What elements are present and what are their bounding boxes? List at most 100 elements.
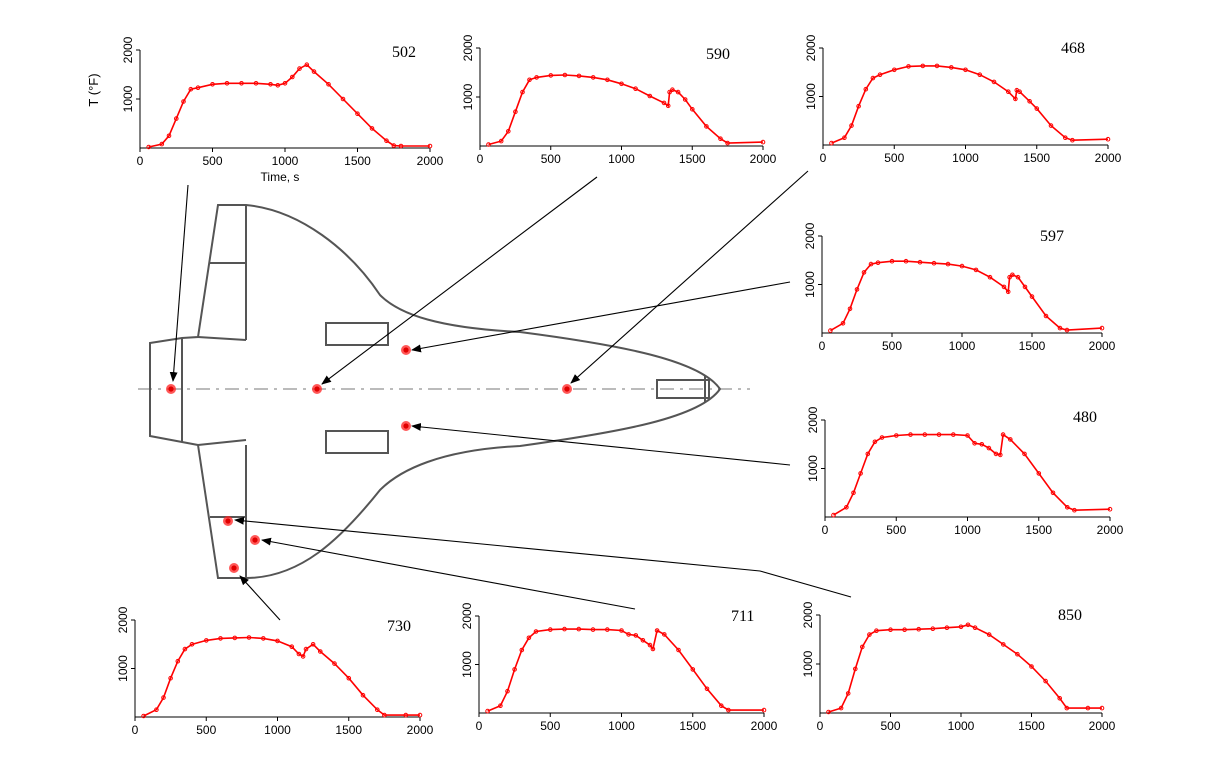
data-point [690, 667, 696, 672]
wing-panel-upper [181, 205, 247, 442]
data-point [851, 490, 856, 496]
data-point [384, 138, 389, 143]
data-point [640, 638, 646, 643]
y-tick-label: 2000 [121, 36, 135, 63]
pointer-850 [234, 516, 852, 598]
data-point [239, 81, 244, 86]
data-point [562, 72, 568, 78]
x-tick-label: 1500 [679, 719, 706, 733]
data-point [195, 85, 201, 90]
x-tick-label: 2000 [1095, 151, 1122, 165]
y-tick-label: 1000 [121, 85, 135, 112]
data-point [340, 96, 346, 102]
data-point [863, 86, 869, 92]
y-tick-label: 2000 [801, 601, 815, 628]
data-point [998, 452, 1003, 458]
data-point [690, 107, 695, 112]
data-point [174, 116, 179, 121]
data-point [1043, 313, 1049, 319]
data-point [296, 651, 302, 657]
data-point [972, 441, 977, 446]
orbiter-planform-diagram [138, 204, 750, 579]
data-point [275, 83, 281, 88]
x-tick-label: 1500 [1023, 151, 1050, 165]
data-point [872, 439, 878, 445]
data-point [1064, 705, 1070, 711]
data-point [161, 695, 166, 700]
data-point [920, 63, 926, 69]
data-point [944, 625, 950, 631]
data-point [605, 77, 610, 83]
data-point [1001, 642, 1006, 647]
x-tick-label: 1000 [954, 523, 981, 537]
data-point [860, 644, 865, 650]
data-point [181, 99, 186, 104]
data-point [849, 123, 854, 128]
data-point [382, 712, 387, 718]
sensor-dot-core-711 [252, 537, 258, 543]
data-point [290, 74, 295, 80]
data-point [665, 103, 671, 109]
data-point [959, 263, 965, 269]
pointer-468 [570, 170, 809, 384]
y-tick-label: 1000 [801, 650, 815, 677]
data-point [829, 140, 834, 146]
data-point [986, 445, 992, 451]
data-point [831, 512, 836, 518]
data-point [562, 626, 567, 632]
data-point [704, 686, 710, 692]
pointer-arrows [169, 170, 852, 621]
nose-box [656, 379, 710, 399]
data-point [949, 65, 954, 70]
y-tick-label: 2000 [461, 34, 475, 61]
x-tick-label: 500 [880, 719, 900, 733]
data-point [676, 647, 681, 653]
data-point [719, 703, 724, 709]
data-point [877, 72, 883, 77]
data-point [1085, 705, 1091, 711]
data-point [303, 646, 309, 652]
pointer-480 [411, 422, 791, 466]
chart-label: 480 [1073, 409, 1097, 426]
y-tick-label: 2000 [460, 602, 474, 629]
data-point [1050, 490, 1056, 496]
data-point [218, 636, 223, 641]
pointer-711 [261, 537, 636, 610]
data-point [682, 97, 688, 102]
data-point [661, 100, 667, 106]
x-tick-label: 1000 [264, 723, 291, 737]
data-point [346, 675, 352, 681]
data-point [892, 67, 897, 73]
data-point [667, 89, 672, 95]
series-line [487, 628, 764, 712]
y-tick-label: 1000 [460, 651, 474, 678]
data-point [965, 433, 970, 438]
sensor-locations [166, 345, 572, 573]
x-tick-label: 1500 [1019, 339, 1046, 353]
data-point [844, 505, 849, 510]
data-point [1048, 123, 1054, 128]
data-point [704, 124, 709, 129]
chart-597: 0 500 1000 1500 2000 1000 2000 597 [803, 222, 1116, 353]
x-axis-label: Time, s [261, 170, 300, 184]
y-tick-label: 2000 [803, 222, 817, 249]
x-tick-label: 1000 [948, 719, 975, 733]
data-point [391, 143, 397, 148]
data-point [854, 287, 860, 292]
x-tick-label: 1500 [335, 723, 362, 737]
data-point [1029, 664, 1034, 669]
data-point [838, 705, 844, 711]
data-point [977, 72, 983, 77]
data-point [894, 433, 899, 438]
data-point [318, 649, 323, 654]
data-point [1070, 137, 1075, 143]
data-point [224, 81, 230, 86]
data-point [1105, 136, 1111, 142]
series-line [833, 433, 1111, 516]
data-point [512, 667, 517, 672]
data-point [1022, 451, 1027, 457]
data-point [633, 86, 638, 91]
x-tick-label: 0 [817, 719, 824, 733]
data-point [1027, 99, 1032, 104]
data-point [297, 66, 302, 71]
